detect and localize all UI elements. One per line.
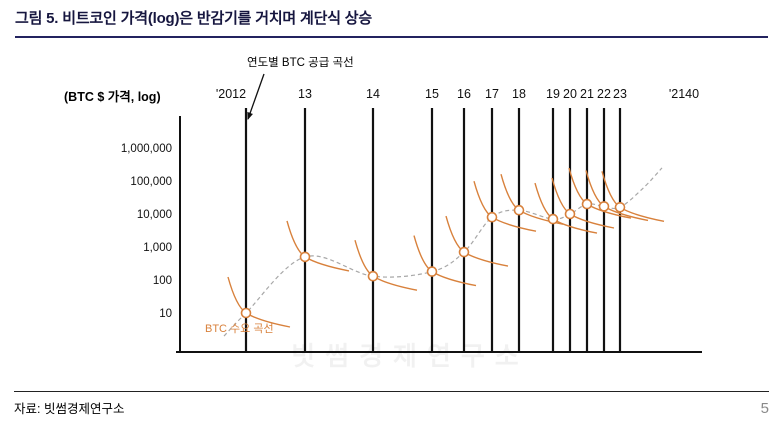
watermark: 빗썸경제연구소 bbox=[291, 341, 529, 371]
demand-curve bbox=[413, 235, 477, 287]
ytick-label: 1,000 bbox=[143, 242, 172, 254]
demand-curve bbox=[585, 170, 649, 222]
demand-curve bbox=[354, 240, 418, 291]
ytick-label: 10,000 bbox=[137, 209, 172, 221]
year-label: 18 bbox=[512, 87, 526, 101]
figure-title: 그림 5. 비트코인 가격(log)은 반감기를 거치며 계단식 상승 bbox=[15, 10, 372, 27]
year-label: 23 bbox=[613, 87, 627, 101]
price-trend-line bbox=[223, 167, 663, 337]
equilibrium-point bbox=[547, 213, 559, 225]
ytick-label: 10 bbox=[159, 308, 172, 320]
equilibrium-point bbox=[581, 198, 593, 210]
demand-curve-label: BTC 수요 곡선 bbox=[205, 323, 274, 335]
equilibrium-point bbox=[458, 246, 470, 258]
page-footer: 자료: 빗썸경제연구소 5 bbox=[14, 391, 769, 417]
year-label: 21 bbox=[580, 87, 594, 101]
year-label: 15 bbox=[425, 87, 439, 101]
source-text: 자료: 빗썸경제연구소 bbox=[14, 402, 125, 416]
equilibrium-point bbox=[564, 208, 576, 220]
equilibrium-point bbox=[299, 251, 311, 263]
ytick-label: 1,000,000 bbox=[121, 143, 172, 155]
year-label: 16 bbox=[457, 87, 471, 101]
year-label: 19 bbox=[546, 87, 560, 101]
year-label: 14 bbox=[366, 87, 380, 101]
ytick-label: 100 bbox=[153, 275, 172, 287]
y-axis-label: (BTC $ 가격, log) bbox=[64, 90, 161, 104]
year-label: '2140 bbox=[669, 87, 699, 101]
figure-header: 그림 5. 비트코인 가격(log)은 반감기를 거치며 계단식 상승 bbox=[15, 7, 768, 38]
page-number: 5 bbox=[760, 400, 769, 417]
year-label: 13 bbox=[298, 87, 312, 101]
equilibrium-point bbox=[367, 270, 379, 282]
demand-curve bbox=[445, 215, 509, 267]
year-label: 20 bbox=[563, 87, 577, 101]
equilibrium-point bbox=[598, 201, 610, 212]
ytick-label: 100,000 bbox=[130, 176, 172, 188]
equilibrium-point bbox=[513, 204, 525, 216]
equilibrium-point bbox=[486, 211, 498, 223]
supply-curve-label: 연도별 BTC 공급 곡선 bbox=[247, 57, 354, 69]
equilibrium-point bbox=[426, 266, 438, 277]
year-label: 17 bbox=[485, 87, 499, 101]
equilibrium-point bbox=[614, 202, 626, 213]
year-label: '2012 bbox=[216, 87, 246, 101]
equilibrium-point bbox=[240, 307, 252, 319]
supply-label-arrow bbox=[247, 73, 265, 120]
year-label: 22 bbox=[597, 87, 611, 101]
